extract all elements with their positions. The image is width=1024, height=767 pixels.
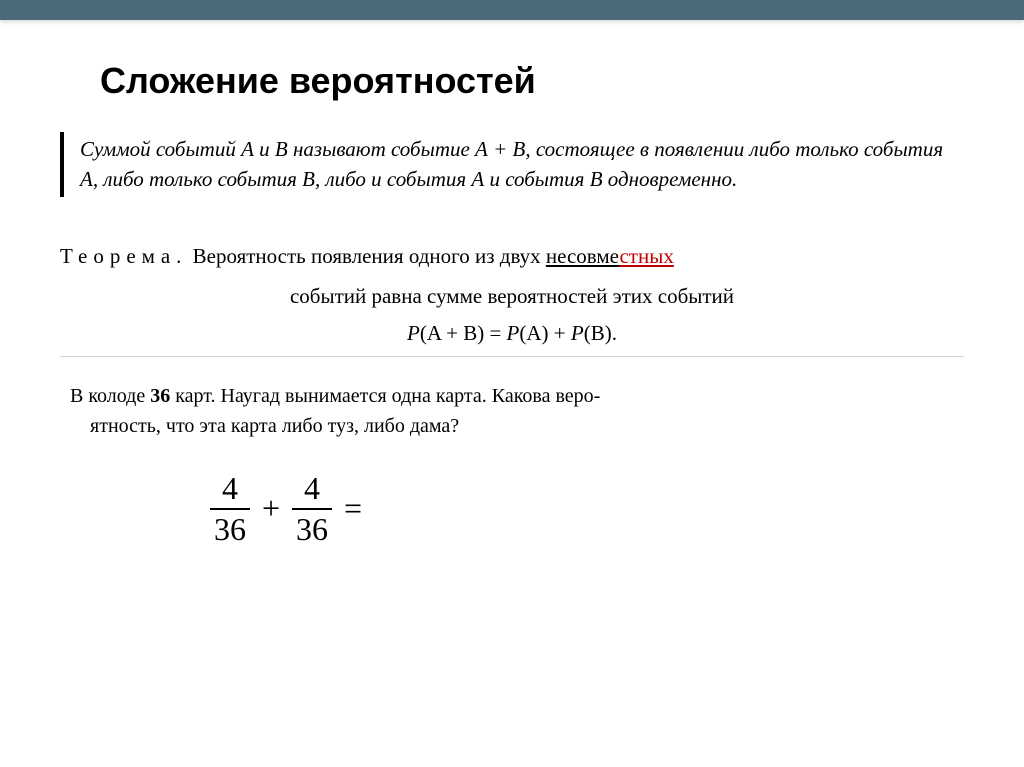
fraction-1: 4 36 <box>210 471 250 547</box>
formula-lhs-func: P <box>407 321 420 345</box>
formula-rhs2-func: P <box>571 321 584 345</box>
formula: P(A + B) = P(A) + P(B). <box>60 321 964 357</box>
theorem-line-1: Теорема. Вероятность появления одного из… <box>60 237 964 277</box>
formula-plus: + <box>549 321 571 345</box>
formula-eq: = <box>484 321 506 345</box>
definition-block: Суммой событий А и В называют событие А … <box>60 132 964 197</box>
slide-content: Сложение вероятностей Суммой событий А и… <box>0 60 1024 547</box>
formula-rhs1-func: P <box>507 321 520 345</box>
problem-l1-p2: карт. Наугад вынимается одна карта. Како… <box>170 385 600 407</box>
theorem-block: Теорема. Вероятность появления одного из… <box>60 237 964 317</box>
top-accent-bar <box>0 0 1024 20</box>
problem-l1-bold: 36 <box>150 385 170 407</box>
problem-l1-p1: В колоде <box>70 385 150 407</box>
problem-line-2: ятность, что эта карта либо туз, либо да… <box>90 411 954 441</box>
problem-text: В колоде 36 карт. Наугад вынимается одна… <box>70 381 954 441</box>
fraction-1-den: 36 <box>210 510 250 547</box>
formula-rhs2-arg: (B) <box>584 321 612 345</box>
theorem-line-2: событий равна сумме вероятностей этих со… <box>60 277 964 317</box>
fraction-1-num: 4 <box>218 471 242 508</box>
equals-sign: = <box>344 490 362 527</box>
page-title: Сложение вероятностей <box>100 60 984 102</box>
formula-lhs-arg: (A + B) <box>420 321 484 345</box>
plus-operator: + <box>262 490 280 527</box>
theorem-text-1: Вероятность появления одного из двух <box>187 244 546 268</box>
theorem-word-left: несовме <box>546 244 620 268</box>
fraction-equation: 4 36 + 4 36 = <box>210 471 984 547</box>
theorem-word-right: стных <box>619 244 673 268</box>
theorem-label: Теорема. <box>60 244 187 268</box>
formula-trailing: . <box>612 321 617 345</box>
fraction-2-num: 4 <box>300 471 324 508</box>
formula-rhs1-arg: (A) <box>519 321 548 345</box>
problem-line-1: В колоде 36 карт. Наугад вынимается одна… <box>70 381 954 411</box>
fraction-2: 4 36 <box>292 471 332 547</box>
definition-text: Суммой событий А и В называют событие А … <box>80 137 943 191</box>
fraction-2-den: 36 <box>292 510 332 547</box>
